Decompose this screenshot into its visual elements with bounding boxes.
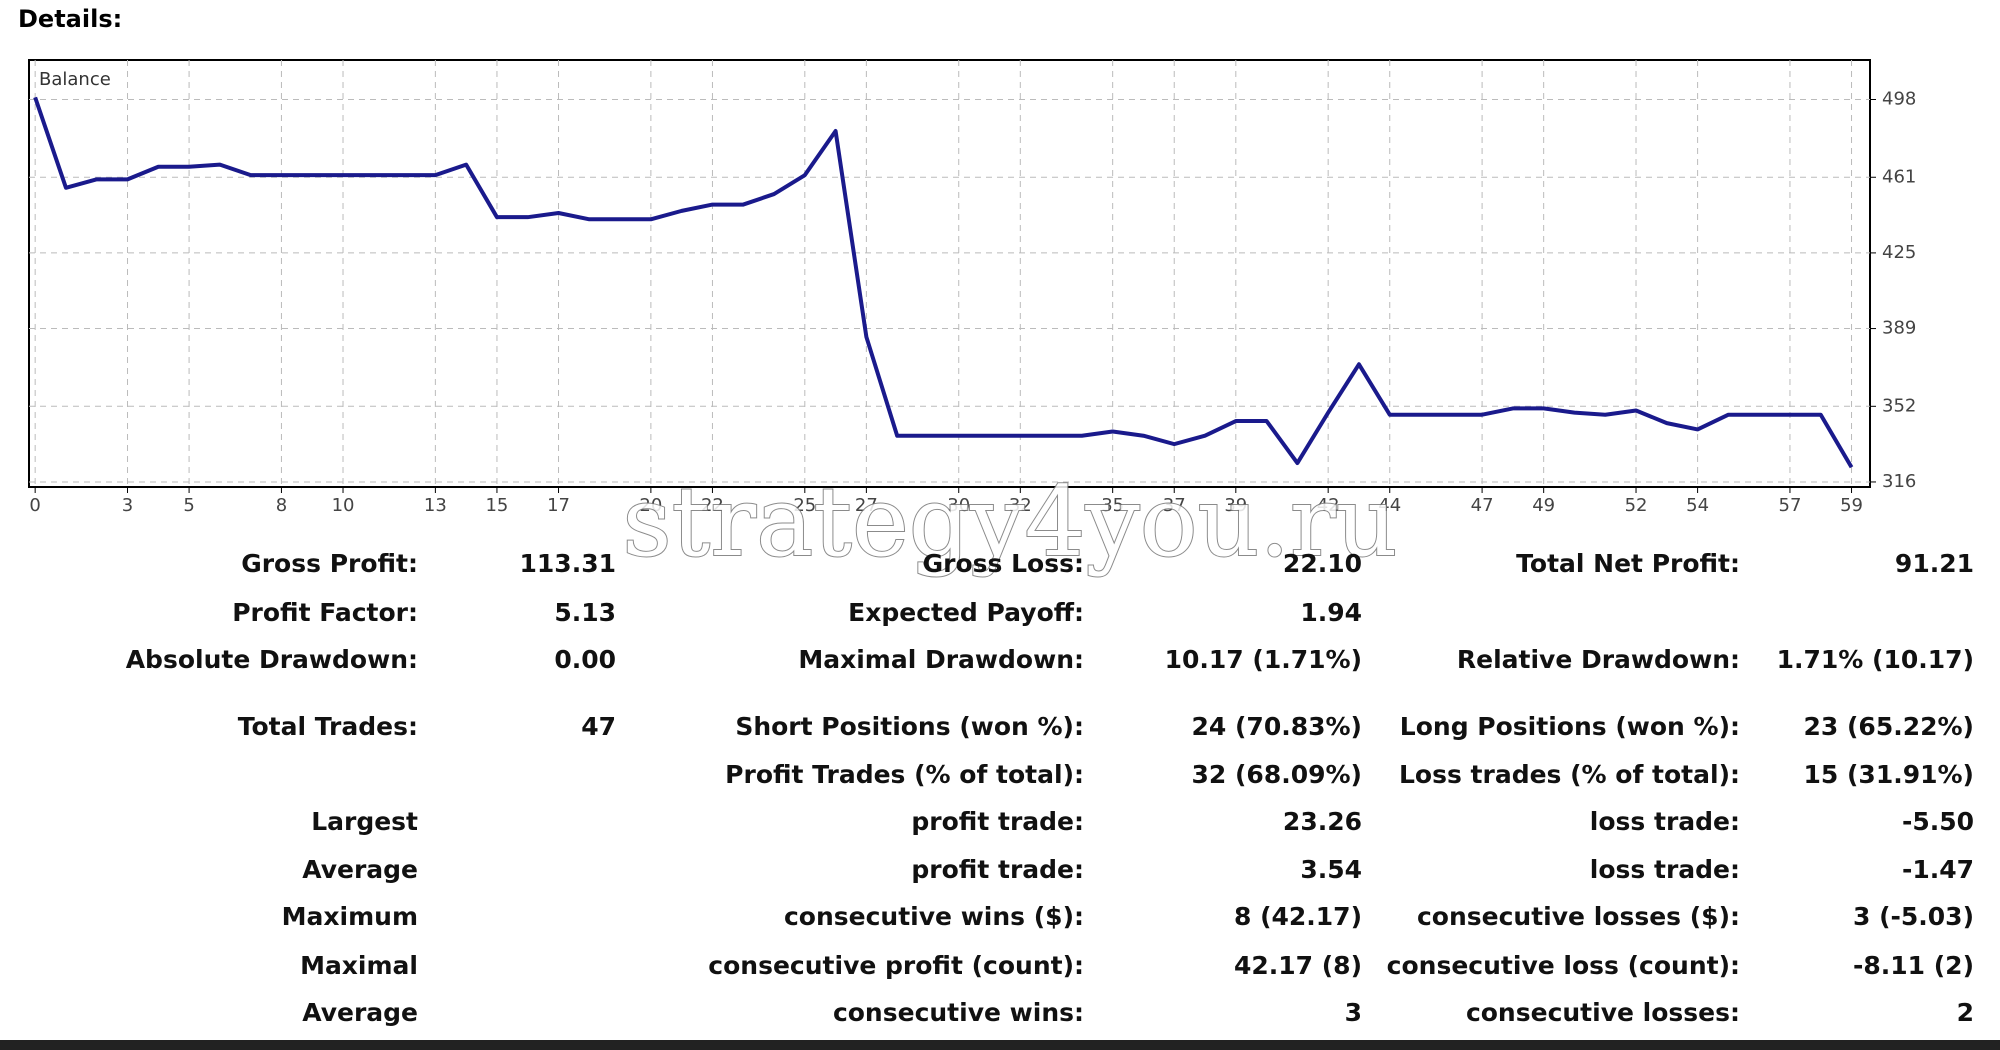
stat-value: 23.26 — [1283, 807, 1362, 836]
y-tick-label: 316 — [1882, 471, 1916, 492]
stat-value: -5.50 — [1902, 807, 1974, 836]
stat-value: 0.00 — [554, 645, 616, 674]
x-tick-label: 47 — [1471, 495, 1494, 516]
stat-label: Gross Loss: — [923, 549, 1084, 578]
stat-value: 3.54 — [1300, 855, 1362, 884]
x-tick-label: 0 — [29, 495, 40, 516]
stat-label: Profit Trades (% of total): — [725, 760, 1084, 789]
stat-value: 3 (-5.03) — [1853, 902, 1974, 931]
stat-label: Expected Payoff: — [848, 598, 1084, 627]
stat-value: 3 — [1345, 998, 1362, 1027]
stat-label: Short Positions (won %): — [735, 712, 1084, 741]
x-tick-label: 59 — [1840, 495, 1863, 516]
details-title: Details: — [18, 5, 122, 33]
stat-value: 113.31 — [520, 549, 616, 578]
x-tick-label: 25 — [793, 495, 816, 516]
x-tick-label: 52 — [1625, 495, 1648, 516]
y-tick-label: 498 — [1882, 89, 1916, 110]
stat-label: Profit Factor: — [232, 598, 418, 627]
y-tick-label: 352 — [1882, 395, 1916, 416]
stat-value: 1.94 — [1300, 598, 1362, 627]
stat-label: consecutive profit (count): — [708, 951, 1084, 980]
y-tick-label: 461 — [1882, 166, 1916, 187]
stat-label: Total Trades: — [238, 712, 418, 741]
stat-value: 10.17 (1.71%) — [1165, 645, 1362, 674]
x-tick-label: 57 — [1779, 495, 1802, 516]
x-tick-label: 27 — [855, 495, 878, 516]
stat-label: consecutive loss (count): — [1387, 951, 1740, 980]
x-tick-label: 54 — [1686, 495, 1709, 516]
stat-label: Average — [302, 855, 418, 884]
chart-title: Balance — [39, 69, 111, 90]
x-tick-label: 13 — [424, 495, 447, 516]
stat-label: Total Net Profit: — [1516, 549, 1740, 578]
y-tick-label: 389 — [1882, 318, 1916, 339]
stat-label: loss trade: — [1590, 855, 1740, 884]
stat-label: profit trade: — [911, 807, 1084, 836]
stat-label: consecutive losses ($): — [1417, 902, 1740, 931]
stat-value: 42.17 (8) — [1234, 951, 1362, 980]
x-tick-label: 10 — [332, 495, 355, 516]
x-tick-label: 5 — [183, 495, 194, 516]
stat-label: Gross Profit: — [241, 549, 418, 578]
stat-value: 5.13 — [554, 598, 616, 627]
watermark: strategy4you.ru — [622, 466, 1397, 578]
stat-value: 15 (31.91%) — [1804, 760, 1974, 789]
x-tick-label: 39 — [1224, 495, 1247, 516]
x-tick-label: 32 — [1009, 495, 1032, 516]
plot-frame — [28, 59, 1871, 488]
stat-value: 47 — [581, 712, 616, 741]
x-tick-label: 49 — [1532, 495, 1555, 516]
stat-value: -8.11 (2) — [1853, 951, 1974, 980]
x-tick-label: 17 — [547, 495, 570, 516]
stat-value: 2 — [1957, 998, 1974, 1027]
x-tick-label: 44 — [1378, 495, 1401, 516]
stat-label: consecutive wins ($): — [784, 902, 1084, 931]
x-tick-label: 3 — [122, 495, 133, 516]
stat-label: loss trade: — [1590, 807, 1740, 836]
stat-value: 8 (42.17) — [1234, 902, 1362, 931]
stat-label: profit trade: — [911, 855, 1084, 884]
x-tick-label: 22 — [701, 495, 724, 516]
x-tick-label: 15 — [485, 495, 508, 516]
stat-label: Maximum — [282, 902, 418, 931]
stat-label: Loss trades (% of total): — [1399, 760, 1740, 789]
stat-value: 91.21 — [1895, 549, 1974, 578]
x-tick-label: 20 — [639, 495, 662, 516]
stat-label: Largest — [311, 807, 418, 836]
stat-value: -1.47 — [1902, 855, 1974, 884]
stat-value: 24 (70.83%) — [1192, 712, 1362, 741]
stat-value: 1.71% (10.17) — [1777, 645, 1974, 674]
x-tick-label: 37 — [1163, 495, 1186, 516]
stat-value: 22.10 — [1283, 549, 1362, 578]
stat-value: 23 (65.22%) — [1804, 712, 1974, 741]
bottom-strip — [0, 1040, 2000, 1050]
stat-label: consecutive losses: — [1466, 998, 1740, 1027]
y-tick-label: 425 — [1882, 242, 1916, 263]
stat-label: Relative Drawdown: — [1457, 645, 1740, 674]
x-tick-label: 35 — [1101, 495, 1124, 516]
x-tick-label: 30 — [947, 495, 970, 516]
x-tick-label: 42 — [1317, 495, 1340, 516]
stat-label: Maximal Drawdown: — [798, 645, 1084, 674]
stat-value: 32 (68.09%) — [1192, 760, 1362, 789]
stat-label: consecutive wins: — [833, 998, 1084, 1027]
balance-line — [33, 96, 1854, 469]
x-tick-label: 8 — [276, 495, 287, 516]
stat-label: Average — [302, 998, 418, 1027]
stat-label: Maximal — [300, 951, 418, 980]
stat-label: Long Positions (won %): — [1400, 712, 1740, 741]
stat-label: Absolute Drawdown: — [126, 645, 418, 674]
